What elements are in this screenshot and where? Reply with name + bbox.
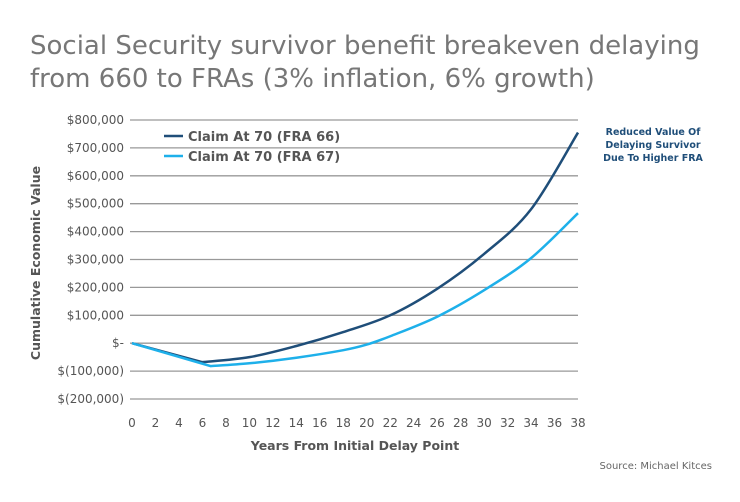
title-line-2: from 660 to FRAs (3% inflation, 6% growt… bbox=[30, 64, 595, 94]
x-tick-label: 32 bbox=[500, 416, 515, 430]
x-tick-label: 22 bbox=[383, 416, 398, 430]
annotation-line: Reduced Value Of bbox=[605, 127, 701, 138]
y-tick-label: $800,000 bbox=[67, 113, 124, 127]
series-line-1 bbox=[131, 131, 580, 364]
legend-label: Claim At 70 (FRA 67) bbox=[188, 150, 340, 165]
x-tick-label: 24 bbox=[406, 416, 421, 430]
x-axis-label: Years From Initial Delay Point bbox=[250, 438, 459, 453]
y-axis-label: Cumulative Economic Value bbox=[28, 166, 43, 360]
y-tick-label: $400,000 bbox=[67, 225, 124, 239]
x-tick-label: 28 bbox=[453, 416, 468, 430]
y-tick-label: $500,000 bbox=[67, 197, 124, 211]
annotation-line: Delaying Survivor bbox=[605, 140, 701, 151]
x-tick-label: 38 bbox=[570, 416, 585, 430]
y-tick-label: $100,000 bbox=[67, 308, 124, 322]
x-tick-label: 16 bbox=[312, 416, 327, 430]
x-tick-label: 36 bbox=[547, 416, 562, 430]
y-tick-label: $200,000 bbox=[67, 280, 124, 294]
annotation: Reduced Value Of Delaying Survivor Due T… bbox=[588, 126, 718, 165]
y-tick-label: $(200,000) bbox=[57, 392, 124, 406]
legend-label: Claim At 70 (FRA 66) bbox=[188, 130, 340, 145]
x-tick-label: 12 bbox=[265, 416, 280, 430]
y-tick-label: $300,000 bbox=[67, 253, 124, 267]
x-tick-label: 14 bbox=[289, 416, 304, 430]
x-tick-label: 18 bbox=[336, 416, 351, 430]
source-note: Source: Michael Kitces bbox=[599, 461, 713, 472]
series-line-2 bbox=[131, 212, 579, 368]
x-tick-label: 26 bbox=[430, 416, 445, 430]
y-tick-label: $700,000 bbox=[67, 141, 124, 155]
y-tick-label: $(100,000) bbox=[57, 364, 124, 378]
x-tick-label: 4 bbox=[175, 416, 183, 430]
title-line-1: Social Security survivor benefit breakev… bbox=[30, 31, 700, 61]
x-tick-label: 10 bbox=[242, 416, 257, 430]
x-tick-label: 8 bbox=[222, 416, 230, 430]
chart-title: Social Security survivor benefit breakev… bbox=[30, 30, 700, 96]
annotation-line: Due To Higher FRA bbox=[603, 153, 703, 164]
x-tick-label: 6 bbox=[199, 416, 207, 430]
y-tick-label: $600,000 bbox=[67, 169, 124, 183]
x-tick-label: 2 bbox=[152, 416, 160, 430]
x-tick-label: 20 bbox=[359, 416, 374, 430]
y-tick-label: $- bbox=[112, 336, 124, 350]
x-tick-label: 34 bbox=[523, 416, 538, 430]
x-tick-label: 0 bbox=[128, 416, 136, 430]
x-tick-label: 30 bbox=[476, 416, 491, 430]
